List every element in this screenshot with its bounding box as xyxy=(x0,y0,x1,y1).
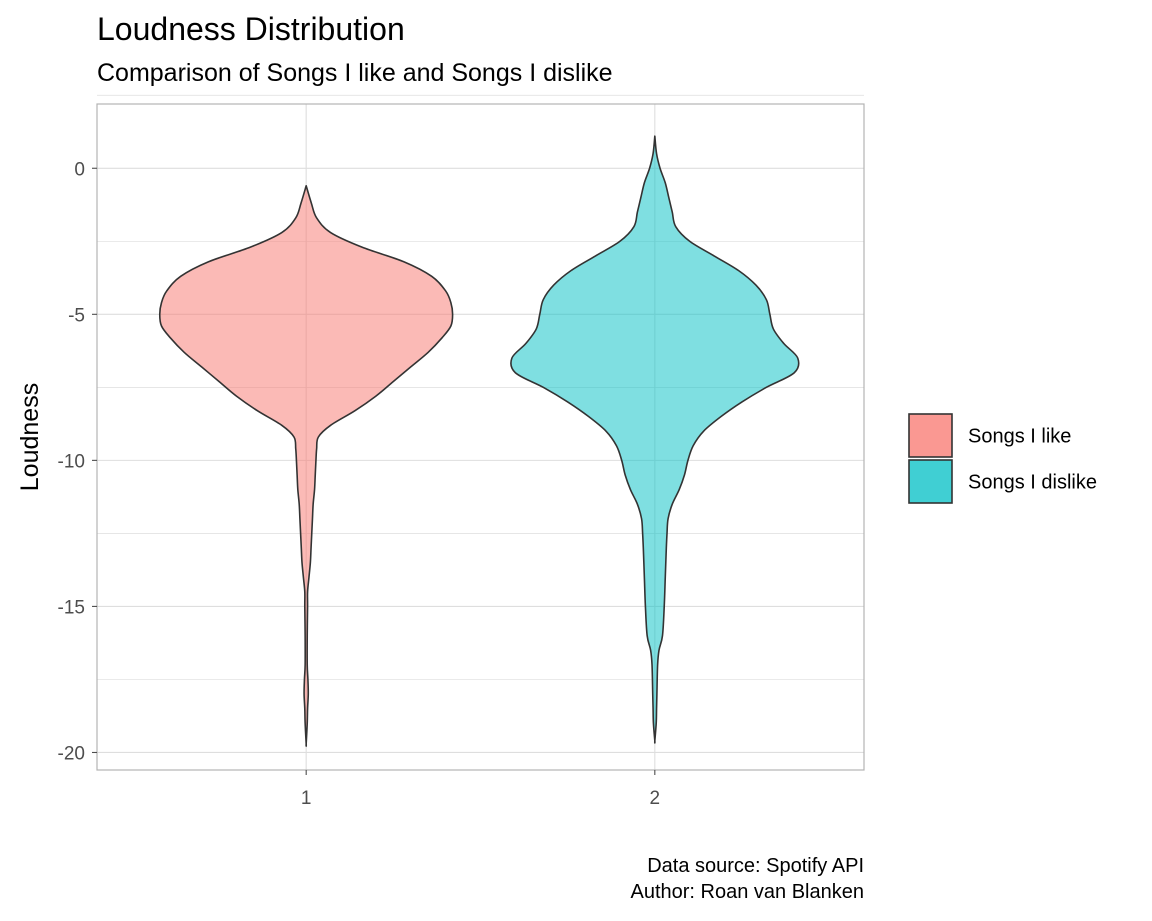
caption-author: Author: Roan van Blanken xyxy=(630,881,865,903)
chart-title: Loudness Distribution xyxy=(97,11,405,47)
y-axis-title: Loudness xyxy=(16,383,44,491)
legend-label: Songs I like xyxy=(968,426,1071,448)
legend-label: Songs I dislike xyxy=(968,472,1097,494)
y-tick-label: -5 xyxy=(68,305,85,326)
caption-source: Data source: Spotify API xyxy=(647,855,864,877)
x-tick-label: 1 xyxy=(301,788,312,809)
y-axis: 0 -5 -10 -15 -20 xyxy=(58,159,97,764)
grid-lines xyxy=(97,94,864,770)
y-tick-label: -10 xyxy=(58,451,85,472)
y-tick-label: -20 xyxy=(58,743,85,764)
violin-songs-i-like xyxy=(158,184,454,748)
legend-key-songs-i-dislike xyxy=(908,459,953,504)
chart-subtitle: Comparison of Songs I like and Songs I d… xyxy=(97,59,613,87)
violins xyxy=(158,135,800,748)
x-tick-label: 2 xyxy=(650,788,661,809)
legend-key-songs-i-like xyxy=(908,413,953,458)
y-tick-label: -15 xyxy=(58,597,85,618)
violin-songs-i-dislike xyxy=(510,135,800,744)
y-tick-label: 0 xyxy=(74,159,85,180)
panel-border xyxy=(96,103,865,771)
legend: Songs I like Songs I dislike xyxy=(908,413,1097,504)
